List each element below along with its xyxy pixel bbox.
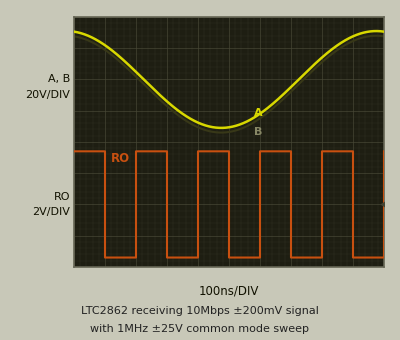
Text: 20V/DIV: 20V/DIV: [25, 90, 70, 100]
Text: A: A: [254, 108, 262, 118]
Text: B: B: [254, 127, 262, 137]
Text: with 1MHz ±25V common mode sweep: with 1MHz ±25V common mode sweep: [90, 324, 310, 334]
Text: RO: RO: [111, 152, 130, 165]
Text: A, B: A, B: [48, 74, 70, 84]
Text: LTC2862 receiving 10Mbps ±200mV signal: LTC2862 receiving 10Mbps ±200mV signal: [81, 306, 319, 316]
Text: RO: RO: [54, 192, 70, 202]
Text: 100ns/DIV: 100ns/DIV: [199, 284, 259, 297]
Text: 2V/DIV: 2V/DIV: [32, 207, 70, 217]
